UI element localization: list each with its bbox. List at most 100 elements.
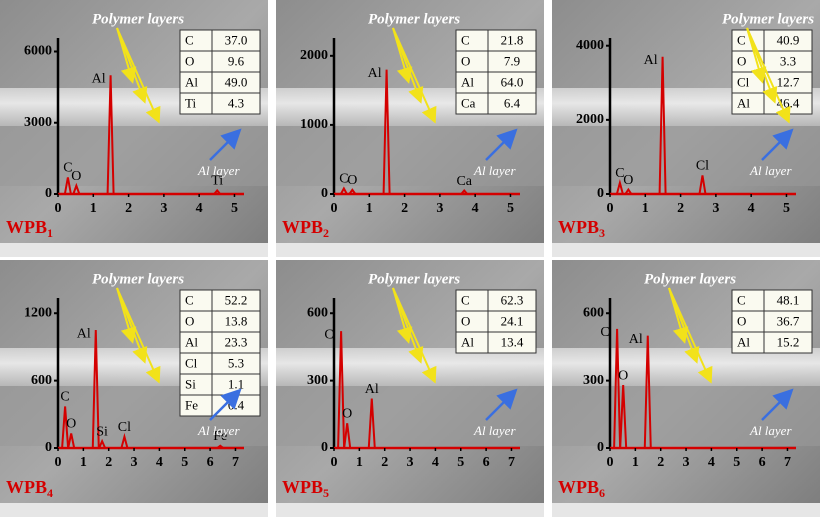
y-tick-label: 600 [307, 305, 328, 320]
table-text: 21.8 [501, 32, 524, 47]
x-tick-label: 1 [632, 455, 639, 470]
x-tick-label: 2 [657, 455, 664, 470]
y-tick-label: 0 [321, 440, 328, 455]
panel-label: WPB2 [282, 217, 329, 240]
x-tick-label: 2 [381, 455, 388, 470]
y-tick-label: 600 [583, 305, 604, 320]
peak-label: O [347, 173, 357, 188]
table-text: 5.3 [228, 355, 244, 370]
x-tick-label: 2 [125, 201, 132, 216]
table-text: 15.2 [777, 334, 800, 349]
peak-label: Al [644, 53, 658, 68]
table-text: O [461, 313, 470, 328]
table-text: Al [461, 334, 474, 349]
table-text: Cl [737, 74, 750, 89]
table-text: 48.1 [777, 292, 800, 307]
table-text: O [185, 53, 194, 68]
peak-label: O [618, 368, 628, 383]
table-text: 9.6 [228, 53, 245, 68]
y-tick-label: 300 [583, 373, 604, 388]
annotation: Al layer [197, 163, 240, 178]
panel-label-main: WPB [558, 477, 599, 497]
annotation: Polymer layers [722, 11, 814, 27]
peak-label: Si [96, 424, 108, 439]
x-tick-label: 7 [508, 455, 515, 470]
x-tick-label: 4 [472, 201, 479, 216]
table-text: Si [185, 376, 196, 391]
table-text: O [737, 53, 746, 68]
table-text: Fe [185, 397, 198, 412]
x-tick-label: 5 [181, 455, 188, 470]
table-text: Al [185, 334, 198, 349]
y-tick-label: 0 [597, 440, 604, 455]
table-text: 13.8 [225, 313, 248, 328]
x-tick-label: 4 [748, 201, 755, 216]
table-text: 49.0 [225, 74, 248, 89]
peak-label: Cl [118, 420, 131, 435]
peak-label: C [60, 390, 69, 405]
x-tick-label: 0 [331, 201, 338, 216]
table-text: Ti [185, 95, 196, 110]
peak-label: Cl [696, 159, 709, 174]
table-text: 40.9 [777, 32, 800, 47]
annotation: Al layer [473, 423, 516, 438]
x-tick-label: 3 [131, 455, 138, 470]
table-text: C [461, 32, 470, 47]
panel-label: WPB1 [6, 217, 53, 240]
table-text: C [737, 32, 746, 47]
annotation: Al layer [749, 163, 792, 178]
table-text: 12.7 [777, 74, 800, 89]
y-tick-label: 6000 [24, 44, 52, 59]
table-text: 23.3 [225, 334, 248, 349]
info-bar [0, 243, 268, 257]
x-tick-label: 2 [401, 201, 408, 216]
table-text: O [737, 313, 746, 328]
table-text: Ca [461, 95, 476, 110]
x-tick-label: 1 [642, 201, 649, 216]
panel-label: WPB5 [282, 477, 329, 500]
y-tick-label: 3000 [24, 115, 52, 130]
panel-label: WPB6 [558, 477, 605, 500]
peak-label: Ca [456, 174, 472, 189]
peak-label: Al [92, 71, 106, 86]
peak-label: C [600, 325, 609, 340]
annotation: Polymer layers [368, 11, 460, 27]
annotation: Polymer layers [644, 271, 736, 287]
table-text: 24.1 [501, 313, 524, 328]
x-tick-label: 5 [733, 455, 740, 470]
annotation: Al layer [749, 423, 792, 438]
table-text: 62.3 [501, 292, 524, 307]
x-tick-label: 0 [607, 201, 614, 216]
panel-label-sub: 3 [599, 226, 605, 240]
panel-label-sub: 2 [323, 226, 329, 240]
x-tick-label: 3 [407, 455, 414, 470]
annotation: Polymer layers [92, 11, 184, 27]
y-tick-label: 0 [321, 186, 328, 201]
x-tick-label: 5 [783, 201, 790, 216]
panel-label-main: WPB [6, 477, 47, 497]
y-tick-label: 0 [597, 186, 604, 201]
peak-label: C [324, 327, 333, 342]
x-tick-label: 3 [160, 201, 167, 216]
info-bar [552, 503, 820, 517]
peak-label: O [66, 417, 76, 432]
x-tick-label: 7 [232, 455, 239, 470]
x-tick-label: 4 [196, 201, 203, 216]
peak-label: Al [368, 66, 382, 81]
x-tick-label: 1 [90, 201, 97, 216]
panel-label-sub: 5 [323, 486, 329, 500]
table-text: Al [185, 74, 198, 89]
y-tick-label: 0 [45, 186, 52, 201]
table-text: 13.4 [501, 334, 524, 349]
x-tick-label: 2 [677, 201, 684, 216]
table-text: 6.4 [504, 95, 521, 110]
panel: 030060001234567COAlC48.1O36.7Al15.2Polym… [552, 260, 820, 517]
panel-label-sub: 4 [47, 486, 53, 500]
table-text: Al [737, 334, 750, 349]
y-tick-label: 4000 [576, 38, 604, 53]
table-text: 36.7 [777, 313, 800, 328]
annotation: Al layer [197, 423, 240, 438]
panel-label-sub: 6 [599, 486, 605, 500]
table-text: C [461, 292, 470, 307]
